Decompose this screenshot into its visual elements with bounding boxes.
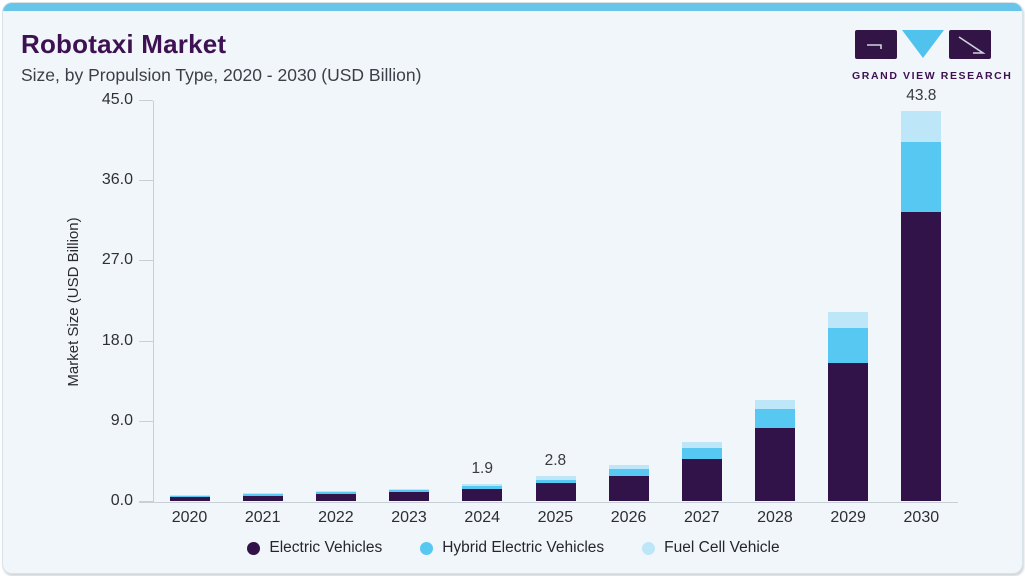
- legend-dot-icon: [420, 541, 434, 555]
- y-tick-label: 27.0: [101, 251, 133, 269]
- bar-segment-fuel-cell-vehicle: [828, 312, 869, 329]
- y-tick-mark: [139, 180, 153, 182]
- legend-label: Hybrid Electric Vehicles: [442, 539, 605, 556]
- bar-2021: [242, 493, 283, 501]
- bar-segment-fuel-cell-vehicle: [389, 488, 430, 491]
- bar-segment-fuel-cell-vehicle: [681, 442, 722, 448]
- y-tick-label: 18.0: [101, 331, 133, 349]
- bar-2024: [462, 484, 503, 501]
- bar-segment-hybrid-electric-vehicles: [389, 490, 430, 493]
- bar-segment-fuel-cell-vehicle: [315, 491, 356, 493]
- chart-title: Robotaxi Market: [21, 29, 227, 59]
- bar-segment-fuel-cell-vehicle: [608, 465, 649, 470]
- legend-item-fuel-cell-vehicle: Fuel Cell Vehicle: [642, 539, 780, 557]
- bar-2023: [389, 488, 430, 501]
- bar-segment-hybrid-electric-vehicles: [608, 469, 649, 477]
- bar-segment-fuel-cell-vehicle: [242, 493, 283, 495]
- bar-segment-electric-vehicles: [462, 488, 503, 501]
- chart-subtitle: Size, by Propulsion Type, 2020 - 2030 (U…: [21, 65, 422, 85]
- y-tick-label: 45.0: [101, 91, 133, 108]
- y-tick-mark: [139, 420, 153, 422]
- legend: Electric Vehicles Hybrid Electric Vehicle…: [3, 539, 1022, 557]
- bar-segment-hybrid-electric-vehicles: [681, 447, 722, 460]
- y-axis-line: [153, 101, 154, 502]
- legend-label: Electric Vehicles: [269, 539, 383, 556]
- bar-segment-electric-vehicles: [535, 483, 576, 501]
- bar-segment-electric-vehicles: [608, 476, 649, 501]
- y-tick-label: 36.0: [101, 171, 133, 189]
- gvr-logo-icon: [855, 30, 991, 59]
- y-tick-mark: [139, 340, 153, 342]
- bar-value-label-2025: 2.8: [544, 452, 567, 470]
- x-tick-label-2025: 2025: [537, 509, 574, 526]
- legend-dot-icon: [642, 541, 656, 555]
- bar-segment-hybrid-electric-vehicles: [828, 328, 869, 363]
- bar-2022: [315, 491, 356, 501]
- bar-segment-fuel-cell-vehicle: [462, 484, 503, 487]
- bar-2025: [535, 476, 576, 501]
- x-tick-label-2028: 2028: [757, 509, 793, 526]
- bar-segment-hybrid-electric-vehicles: [169, 495, 210, 497]
- y-axis-title: Market Size (USD Billion): [65, 217, 82, 387]
- stacked-bar-chart: Market Size (USD Billion) Electric Vehic…: [3, 3, 1022, 573]
- y-tick-label: 9.0: [110, 411, 133, 429]
- x-axis-line: [139, 502, 958, 503]
- x-tick-label-2023: 2023: [391, 509, 427, 526]
- bar-2020: [169, 494, 210, 501]
- bar-2028: [755, 400, 796, 501]
- x-tick-label-2026: 2026: [610, 509, 647, 526]
- y-tick-mark: [139, 260, 153, 262]
- bar-segment-fuel-cell-vehicle: [535, 476, 576, 480]
- bar-segment-electric-vehicles: [242, 495, 283, 501]
- y-tick-mark: [139, 100, 153, 101]
- legend-dot-icon: [247, 541, 261, 555]
- x-tick-label-2022: 2022: [318, 509, 354, 526]
- x-tick-label-2029: 2029: [830, 509, 866, 526]
- top-accent-bar: [3, 3, 1022, 11]
- bar-segment-electric-vehicles: [901, 212, 942, 501]
- bar-segment-electric-vehicles: [828, 362, 869, 501]
- bar-value-label-2024: 1.9: [471, 460, 493, 478]
- x-tick-label-2020: 2020: [171, 509, 208, 526]
- chart-header: Robotaxi Market Size, by Propulsion Type…: [21, 29, 421, 86]
- bar-2029: [828, 312, 869, 501]
- x-tick-label-2024: 2024: [464, 509, 501, 526]
- bar-segment-hybrid-electric-vehicles: [535, 479, 576, 484]
- gvr-logo: GRAND VIEW RESEARCH: [852, 29, 1013, 82]
- legend-item-electric-vehicles: Electric Vehicles: [247, 539, 382, 557]
- gvr-logo-text: GRAND VIEW RESEARCH: [852, 70, 1013, 82]
- bar-segment-fuel-cell-vehicle: [169, 494, 210, 496]
- bar-segment-hybrid-electric-vehicles: [901, 141, 942, 213]
- bar-segment-electric-vehicles: [389, 492, 430, 501]
- bar-segment-hybrid-electric-vehicles: [242, 494, 283, 496]
- bar-segment-fuel-cell-vehicle: [901, 110, 942, 142]
- y-tick-mark: [139, 501, 153, 502]
- bar-2027: [681, 442, 722, 501]
- bar-segment-hybrid-electric-vehicles: [755, 409, 796, 428]
- bar-2026: [608, 465, 649, 501]
- y-tick-label: 0.0: [110, 492, 133, 509]
- legend-label: Fuel Cell Vehicle: [664, 539, 780, 556]
- bar-value-label-2030: 43.8: [906, 86, 937, 104]
- x-tick-label-2021: 2021: [244, 509, 281, 526]
- bar-segment-electric-vehicles: [681, 459, 722, 501]
- legend-item-hybrid-electric-vehicles: Hybrid Electric Vehicles: [420, 539, 604, 557]
- x-tick-label-2027: 2027: [683, 509, 720, 526]
- bar-segment-electric-vehicles: [755, 427, 796, 501]
- x-tick-label-2030: 2030: [903, 509, 940, 526]
- bar-segment-electric-vehicles: [169, 496, 210, 501]
- bar-segment-hybrid-electric-vehicles: [315, 492, 356, 495]
- bar-2030: [901, 110, 942, 501]
- bar-segment-electric-vehicles: [315, 494, 356, 501]
- bar-segment-hybrid-electric-vehicles: [462, 486, 503, 489]
- bar-segment-fuel-cell-vehicle: [755, 400, 796, 410]
